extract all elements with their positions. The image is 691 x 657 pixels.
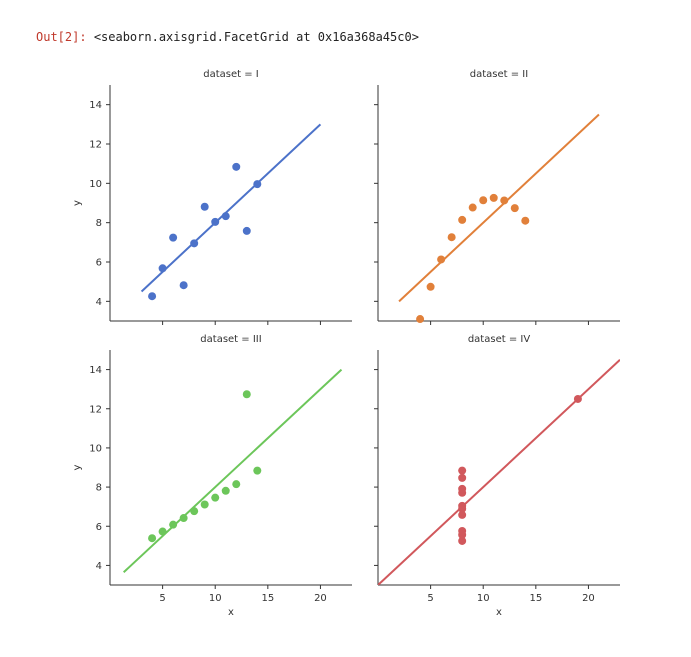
x-tick-label: 20 [582,593,595,604]
panel-title: dataset = II [470,69,528,80]
y-tick-label: 6 [96,258,102,269]
panel-title: dataset = IV [468,334,530,345]
data-point [437,255,446,264]
data-point [458,504,467,513]
x-tick-label: 5 [159,593,165,604]
data-point [489,193,498,202]
regression-line [398,113,600,303]
data-point [458,473,467,482]
data-point [416,315,425,324]
output-repr: <seaborn.axisgrid.FacetGrid at 0x16a368a… [93,30,419,44]
data-point [221,486,230,495]
data-point [458,466,467,475]
data-point [573,394,582,403]
data-point [169,233,178,242]
panel-title: dataset = III [200,334,261,345]
data-point [458,530,467,539]
y-tick-label: 8 [96,218,102,229]
y-tick-label: 6 [96,522,102,533]
data-point [458,484,467,493]
data-point [221,212,230,221]
x-tick-label: 10 [209,593,222,604]
data-point [253,466,262,475]
data-point [521,216,530,225]
x-tick-label: 20 [314,593,327,604]
data-point [232,480,241,489]
data-point [426,282,435,291]
data-point [190,507,199,516]
y-tick-label: 4 [96,561,102,572]
y-tick-label: 12 [89,140,102,151]
x-tick-label: 5 [427,593,433,604]
data-point [500,196,509,205]
data-point [447,233,456,242]
data-point [211,217,220,226]
x-axis-label: x [496,607,502,618]
panel-title: dataset = I [203,69,259,80]
data-point [148,534,157,543]
y-tick-label: 8 [96,483,102,494]
data-point [169,520,178,529]
data-point [242,390,251,399]
y-tick-label: 10 [89,443,102,454]
x-tick-label: 10 [477,593,490,604]
data-point [458,536,467,545]
data-point [148,292,157,301]
x-tick-label: 15 [529,593,542,604]
data-point [232,162,241,171]
data-point [158,527,167,536]
data-point [200,202,209,211]
y-axis-label: y [72,464,83,470]
data-point [158,264,167,273]
data-point [179,281,188,290]
data-point [211,493,220,502]
data-point [179,514,188,523]
x-tick-label: 15 [261,593,274,604]
regression-line [378,359,620,585]
x-axis-label: x [228,607,234,618]
data-point [253,180,262,189]
output-prompt: Out[2]: [36,30,87,44]
cell-output-line: Out[2]: <seaborn.axisgrid.FacetGrid at 0… [36,30,419,44]
data-point [200,500,209,509]
data-point [242,226,251,235]
data-point [458,215,467,224]
data-point [468,203,477,212]
data-point [458,510,467,519]
data-point [479,196,488,205]
y-tick-label: 14 [89,365,102,376]
data-point [190,239,199,248]
y-tick-label: 14 [89,100,102,111]
regression-line [140,123,322,293]
y-tick-label: 4 [96,297,102,308]
y-tick-label: 10 [89,179,102,190]
y-tick-label: 12 [89,404,102,415]
data-point [510,204,519,213]
y-axis-label: y [72,200,83,206]
regression-line [122,368,343,574]
